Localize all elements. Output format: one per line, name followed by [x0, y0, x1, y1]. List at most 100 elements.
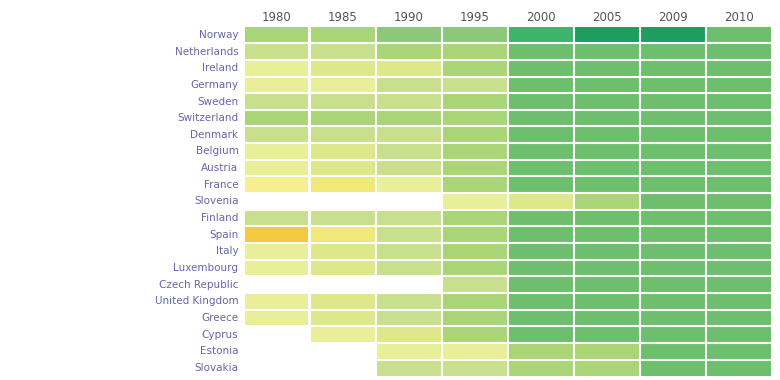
Bar — [707, 44, 771, 59]
Bar — [378, 210, 441, 226]
Bar — [707, 60, 771, 76]
Bar — [707, 27, 771, 43]
Bar — [576, 194, 639, 209]
Bar — [311, 260, 374, 276]
Bar — [443, 94, 507, 109]
Bar — [509, 94, 573, 109]
Bar — [641, 277, 705, 292]
Bar — [509, 227, 573, 242]
Bar — [245, 60, 308, 76]
Bar — [707, 111, 771, 126]
Text: Denmark: Denmark — [190, 130, 239, 140]
Bar — [443, 77, 507, 93]
Bar — [378, 160, 441, 176]
Bar — [443, 194, 507, 209]
Bar — [707, 177, 771, 193]
Bar — [311, 244, 374, 259]
Bar — [576, 260, 639, 276]
Bar — [576, 160, 639, 176]
Bar — [576, 277, 639, 292]
Bar — [641, 194, 705, 209]
Bar — [509, 144, 573, 159]
Bar — [311, 227, 374, 242]
Bar — [245, 111, 308, 126]
Bar — [509, 260, 573, 276]
Text: Slovakia: Slovakia — [194, 363, 239, 373]
Bar — [245, 94, 308, 109]
Bar — [245, 227, 308, 242]
Bar — [576, 327, 639, 342]
Bar — [245, 144, 308, 159]
Bar — [378, 60, 441, 76]
Bar — [443, 127, 507, 142]
Bar — [311, 293, 374, 309]
Bar — [576, 210, 639, 226]
Bar — [311, 27, 374, 43]
Text: Cyprus: Cyprus — [202, 329, 239, 340]
Bar — [378, 293, 441, 309]
Text: Belgium: Belgium — [196, 146, 239, 157]
Bar — [641, 344, 705, 359]
Bar — [311, 327, 374, 342]
Bar — [576, 144, 639, 159]
Bar — [443, 210, 507, 226]
Bar — [509, 344, 573, 359]
Bar — [509, 127, 573, 142]
Bar — [311, 60, 374, 76]
Bar — [707, 210, 771, 226]
Bar — [311, 144, 374, 159]
Bar — [707, 344, 771, 359]
Bar — [245, 27, 308, 43]
Bar — [641, 327, 705, 342]
Text: Luxembourg: Luxembourg — [173, 263, 239, 273]
Text: Greece: Greece — [201, 313, 239, 323]
Bar — [443, 27, 507, 43]
Bar — [443, 293, 507, 309]
Bar — [443, 360, 507, 375]
Text: 1980: 1980 — [262, 11, 292, 24]
Bar — [641, 94, 705, 109]
Bar — [576, 94, 639, 109]
Bar — [707, 227, 771, 242]
Bar — [245, 293, 308, 309]
Bar — [641, 360, 705, 375]
Bar — [641, 177, 705, 193]
Bar — [576, 27, 639, 43]
Bar — [443, 177, 507, 193]
Text: Finland: Finland — [201, 213, 239, 223]
Bar — [707, 160, 771, 176]
Bar — [443, 310, 507, 326]
Text: 2010: 2010 — [725, 11, 754, 24]
Text: 2009: 2009 — [658, 11, 688, 24]
Text: 1990: 1990 — [394, 11, 424, 24]
Text: Netherlands: Netherlands — [175, 47, 239, 57]
Bar — [641, 111, 705, 126]
Text: France: France — [204, 180, 239, 190]
Bar — [707, 244, 771, 259]
Bar — [378, 310, 441, 326]
Bar — [641, 244, 705, 259]
Bar — [509, 194, 573, 209]
Bar — [378, 94, 441, 109]
Text: 1995: 1995 — [460, 11, 490, 24]
Bar — [707, 260, 771, 276]
Bar — [641, 227, 705, 242]
Text: 2000: 2000 — [526, 11, 556, 24]
Bar — [378, 111, 441, 126]
Bar — [245, 127, 308, 142]
Bar — [443, 244, 507, 259]
Bar — [378, 344, 441, 359]
Bar — [576, 177, 639, 193]
Bar — [707, 77, 771, 93]
Bar — [245, 244, 308, 259]
Bar — [707, 94, 771, 109]
Bar — [378, 327, 441, 342]
Bar — [378, 227, 441, 242]
Bar — [509, 111, 573, 126]
Bar — [378, 177, 441, 193]
Bar — [378, 127, 441, 142]
Bar — [245, 44, 308, 59]
Bar — [245, 210, 308, 226]
Text: United Kingdom: United Kingdom — [154, 296, 239, 306]
Bar — [641, 44, 705, 59]
